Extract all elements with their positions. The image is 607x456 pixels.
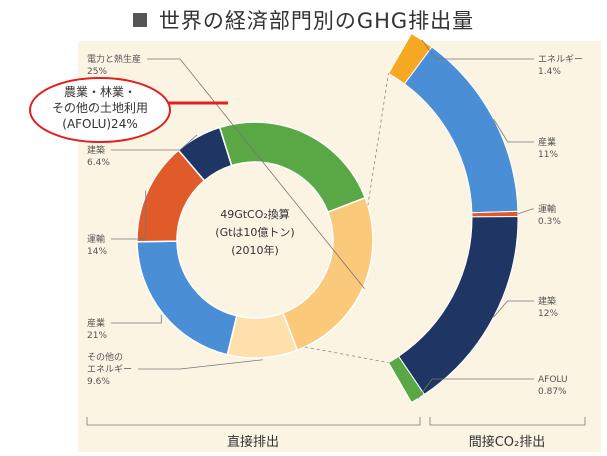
leader-transport: [111, 190, 147, 240]
arc-leader-transport: [517, 208, 534, 215]
afolu-callout-line-3: (AFOLU)24%: [62, 117, 137, 131]
arc-slice-buildings: [397, 216, 519, 396]
donut-center-text-2: (Gtは10億トン): [215, 226, 294, 239]
afolu-callout-line-2: その他の土地利用: [52, 101, 148, 115]
label-other-energy-name: エネルギー: [87, 364, 132, 375]
label-other-energy-value: 9.6%: [87, 377, 110, 387]
arc-slice-industry: [403, 46, 519, 214]
leader-other-energy: [138, 359, 263, 370]
donut-slice-industry: [136, 240, 238, 356]
slice-labels: 電力と熱生産25%建築6.4%運輸14%産業21%その他のエネルギー9.6%エネ…: [87, 53, 583, 397]
leader-lines: [111, 39, 534, 399]
indirect-arc-chart: [387, 32, 519, 404]
arc-label-buildings-name: 建築: [538, 295, 556, 307]
direct-emissions-bracket: [86, 417, 421, 426]
arc-leader-industry: [493, 119, 534, 143]
afolu-callout-line-1: 農業・林業・: [64, 85, 136, 99]
label-transport-value: 14%: [87, 247, 107, 257]
leader-industry: [111, 314, 162, 324]
label-industry-value: 21%: [87, 331, 107, 341]
donut-center-text-1: 49GtCO₂換算: [220, 207, 290, 221]
arc-label-afolu-value: 0.87%: [538, 387, 567, 397]
donut-center-text-3: (2010年): [231, 243, 279, 257]
label-electricity-heat-name: 電力と熱生産: [87, 53, 141, 65]
donut-slice-electricity-heat: [281, 196, 374, 352]
bullet-square-icon: [132, 13, 147, 27]
indirect-emissions-bracket: [429, 417, 586, 426]
afolu-callout-ellipse: [29, 77, 171, 143]
label-electricity-heat-value: 25%: [87, 67, 107, 77]
label-transport-name: 運輸: [87, 233, 105, 245]
arc-leader-energy: [421, 39, 534, 60]
arc-slice-transport: [471, 210, 519, 218]
arc-label-energy-name: エネルギー: [538, 54, 583, 65]
arc-label-industry-name: 産業: [538, 136, 556, 148]
label-buildings-value: 6.4%: [87, 158, 110, 168]
donut-chart: [136, 121, 374, 359]
leader-electricity-heat: [147, 58, 365, 290]
donut-slice-afolu: [218, 121, 367, 214]
dashed-connector-bottom: [304, 346, 389, 364]
arc-label-afolu-name: AFOLU: [538, 375, 568, 385]
arc-label-industry-value: 11%: [538, 150, 558, 160]
arc-label-transport-name: 運輸: [538, 203, 556, 215]
label-other-energy-name: その他の: [87, 351, 123, 363]
section-label-direct: 直接排出: [227, 434, 279, 450]
arc-label-energy-value: 1.4%: [538, 67, 561, 77]
arc-leader-afolu: [417, 378, 534, 399]
section-label-indirect: 間接CO₂排出: [469, 434, 546, 450]
arc-label-buildings-value: 12%: [538, 309, 558, 319]
chart-annotations: 49GtCO₂換算 (Gtは10億トン) (2010年) 直接排出 間接CO₂排出 農業・…: [29, 77, 586, 450]
label-industry-name: 産業: [87, 317, 105, 329]
slide-title: 世界の経済部門別のGHG排出量: [0, 0, 607, 40]
dashed-connector-top: [367, 73, 389, 206]
arc-leader-buildings: [493, 300, 534, 318]
leader-buildings: [111, 134, 198, 151]
arc-label-transport-value: 0.3%: [538, 217, 561, 227]
label-buildings-name: 建築: [87, 144, 105, 156]
slide-title-text: 世界の経済部門別のGHG排出量: [158, 9, 475, 33]
